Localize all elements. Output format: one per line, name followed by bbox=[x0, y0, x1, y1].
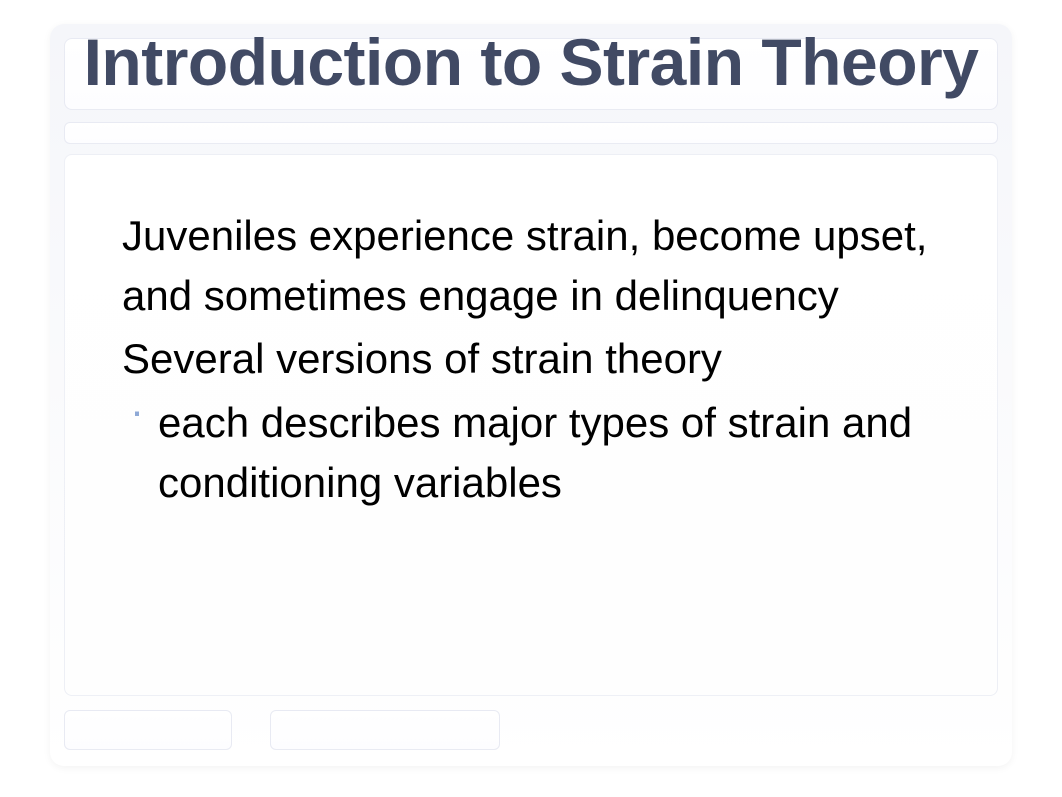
bullet-item-text: each describes major types of strain and… bbox=[158, 393, 962, 512]
footer-placeholder-2 bbox=[270, 710, 500, 750]
footer-placeholder-1 bbox=[64, 710, 232, 750]
bullet-item-sub: · each describes major types of strain a… bbox=[102, 393, 962, 512]
bullet-marker-icon: · bbox=[130, 381, 144, 441]
bullet-item: Several versions of strain theory bbox=[102, 329, 962, 389]
bullet-item: Juveniles experience strain, become upse… bbox=[102, 206, 962, 325]
slide-title: Introduction to Strain Theory bbox=[0, 26, 1062, 99]
bullet-list: Juveniles experience strain, become upse… bbox=[102, 206, 962, 512]
title-accent-bar bbox=[64, 122, 998, 144]
